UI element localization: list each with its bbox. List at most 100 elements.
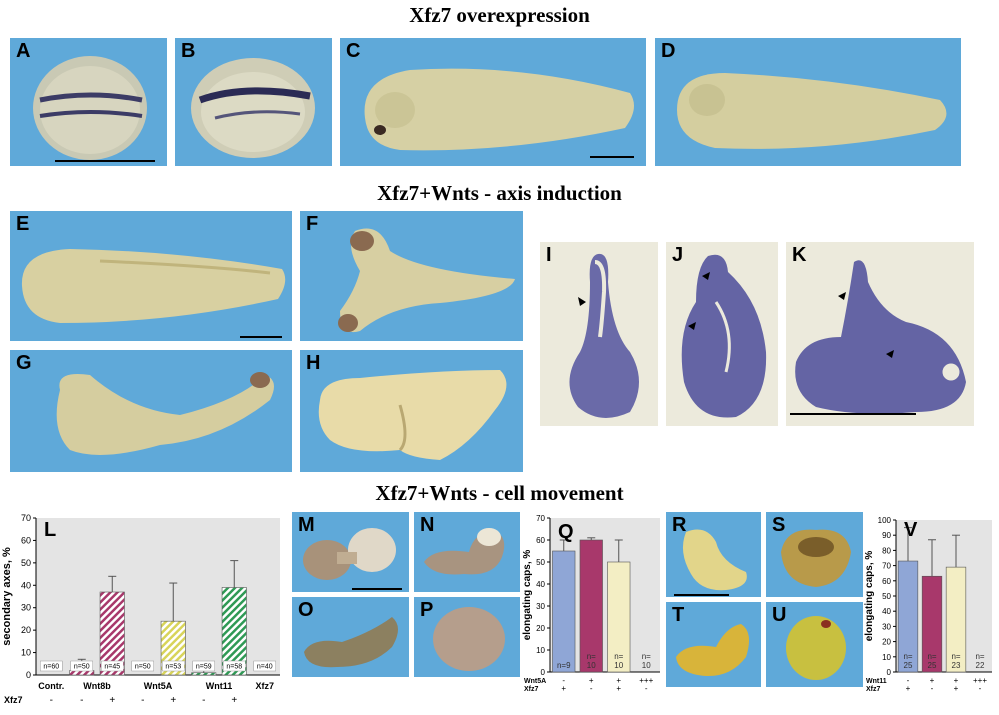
panel-label-c: C (346, 40, 361, 62)
embryo-a-image (33, 56, 147, 160)
heading-cell-movement: Xfz7+Wnts - cell movement (375, 481, 624, 505)
y-tick-label: 30 (21, 603, 31, 613)
row-sign: - (80, 695, 83, 706)
chart-v: 0 10 20 30 40 50 60 70 80 90 100 elongating caps, %… (864, 510, 994, 710)
n-label: n=58 (226, 664, 242, 671)
bar (191, 672, 217, 676)
scale-bar (352, 588, 402, 590)
y-tick-label: 0 (26, 670, 31, 680)
n-label: n=59 (196, 664, 212, 671)
panel-r: R (666, 512, 761, 597)
n-label: n=53 (165, 664, 181, 671)
n-label-box (192, 660, 215, 672)
row-sign: + (561, 684, 566, 693)
chart-v-svg: 0 10 20 30 40 50 60 70 80 90 100 elongating caps, %… (864, 516, 992, 693)
row-sign: + (589, 676, 594, 685)
n-label: 25 (904, 661, 913, 670)
row-sign: - (202, 695, 205, 706)
n-label-box (253, 660, 276, 672)
y-tick-label: 10 (536, 646, 545, 655)
panel-label-u: U (772, 604, 787, 626)
panel-j: J (666, 242, 778, 426)
row-sign: - (141, 695, 144, 706)
y-tick-label: 30 (536, 602, 545, 611)
row-sign: - (979, 684, 982, 693)
panel-label-t: T (672, 604, 685, 626)
n-label-box (131, 660, 154, 672)
panel-m: M (292, 512, 409, 592)
y-tick-label: 50 (882, 592, 891, 601)
row-sign: + (954, 676, 959, 685)
panel-e: E (10, 211, 292, 341)
panel-label-j: J (672, 244, 684, 266)
group-label: Wnt8b (83, 681, 111, 691)
panel-label-i: I (546, 244, 552, 266)
row-sign: + (231, 695, 237, 706)
section-j-image (681, 254, 767, 418)
row-label: Wnt11 (866, 678, 887, 685)
scale-bar (674, 594, 729, 596)
explant-r-image (682, 529, 747, 591)
row-sign: + (170, 695, 176, 706)
y-tick-label: 60 (536, 536, 545, 545)
n-label: n= (975, 652, 984, 661)
y-tick-label: 20 (882, 638, 891, 647)
panel-label: V (904, 519, 918, 541)
explant-p-image (433, 607, 505, 671)
n-label: 10 (614, 661, 623, 670)
y-tick-label: 70 (21, 513, 31, 523)
bar (552, 550, 576, 673)
y-tick-label: 80 (882, 546, 891, 555)
n-label: n=40 (257, 664, 273, 671)
panel-label-e: E (16, 213, 30, 235)
row-label: Wnt5A (524, 678, 546, 685)
n-label: n= (903, 652, 912, 661)
panel-c: C (340, 38, 646, 166)
y-tick-label: 20 (536, 624, 545, 633)
row-sign: +++ (973, 676, 987, 685)
n-label: 23 (952, 661, 961, 670)
heading-axis-induction: Xfz7+Wnts - axis induction (377, 181, 622, 205)
chart-q: 0 10 20 30 40 50 60 70 elongating caps, % n=9 n= 10… (522, 510, 662, 710)
n-label: n=45 (104, 664, 120, 671)
n-label: n=50 (135, 664, 151, 671)
row-label: Xfz7 (524, 686, 539, 693)
chart-l-svg: 0 10 20 30 40 50 60 70 secondary axes, % n=60 n=50… (1, 513, 280, 706)
row-sign: + (906, 684, 911, 693)
n-label: n= (587, 652, 596, 661)
panel-g: G (10, 350, 292, 472)
panel-label-f: F (306, 213, 319, 235)
panel-k: K (786, 242, 974, 426)
row-sign: + (616, 676, 621, 685)
explant-m-image (303, 528, 396, 580)
panel-label-o: O (298, 599, 314, 621)
explant-u-image (786, 616, 846, 680)
panel-label-k: K (792, 244, 807, 266)
row-label: Xfz7 (866, 686, 881, 693)
n-label: n=9 (557, 661, 571, 670)
row-sign: - (645, 684, 648, 693)
n-label-box (162, 660, 185, 672)
scale-bar (240, 336, 282, 338)
row-sign: + (954, 684, 959, 693)
n-label: n= (642, 652, 651, 661)
panel-label-a: A (16, 40, 31, 62)
y-tick-label: 50 (21, 558, 31, 568)
explant-s-image (781, 529, 851, 587)
group-label: Xfz7 (255, 681, 274, 691)
embryo-d-image (677, 73, 947, 149)
row-sign: - (931, 684, 934, 693)
panel-f: F (300, 211, 523, 341)
panel-label-b: B (181, 40, 196, 62)
section-i-image (569, 253, 639, 418)
panel-u: U (766, 602, 863, 687)
n-label-box (40, 660, 63, 672)
y-axis-label: secondary axes, % (1, 547, 13, 646)
n-label: n=60 (43, 664, 59, 671)
group-label: Contr. (38, 681, 64, 691)
y-tick-label: 40 (21, 580, 31, 590)
explant-t-image (676, 624, 750, 677)
y-tick-label: 0 (541, 668, 546, 677)
row-sign: - (590, 684, 593, 693)
y-tick-label: 10 (882, 653, 891, 662)
